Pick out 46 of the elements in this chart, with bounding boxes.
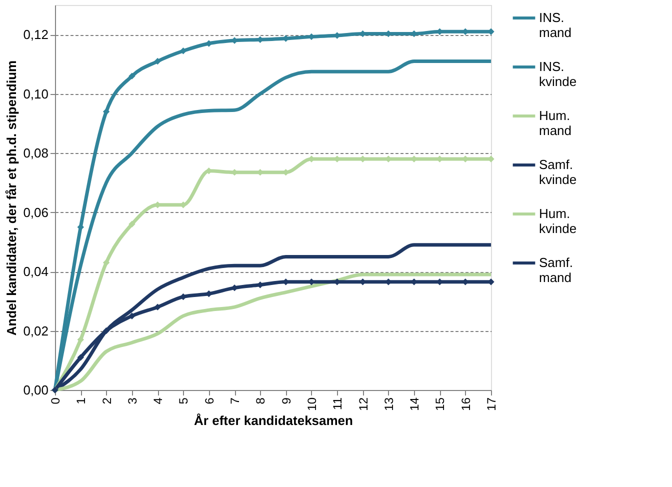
point [102, 259, 110, 266]
y-tick-label: 0,02 [23, 323, 48, 338]
x-tick-label: 11 [330, 397, 345, 410]
y-tick-label: 0,06 [23, 204, 48, 220]
y-tick-label: 0,04 [23, 264, 48, 280]
x-tick-label: 4 [151, 397, 166, 404]
point [77, 354, 84, 361]
x-tick-label: 17 [484, 397, 498, 411]
y-tick-label: 0,12 [23, 27, 48, 42]
x-tick-label: 16 [458, 397, 473, 411]
point [154, 304, 161, 310]
x-tick-label: 15 [433, 397, 448, 411]
x-tick-label: 13 [382, 397, 396, 411]
x-tick-label: 1 [74, 397, 88, 404]
x-tick-label: 9 [279, 397, 294, 404]
x-tick-label: 5 [176, 397, 191, 404]
y-axis-title: Andel kandidater, der får et ph.d. stipendium [4, 60, 20, 336]
legend-label: Hum. kvinde [539, 206, 577, 236]
point [102, 108, 110, 115]
point [77, 336, 84, 344]
x-axis-title: År efter kandidateksamen [194, 412, 354, 428]
point [180, 48, 187, 54]
y-tick-label: 0,08 [23, 146, 48, 161]
point [128, 220, 136, 228]
legend-label: Samf. kvinde [539, 157, 577, 187]
legend-label: Samf. mand [539, 255, 573, 285]
y-tick-label: 0,10 [23, 86, 48, 102]
point [231, 284, 238, 292]
point [206, 40, 212, 47]
x-tick-label: 3 [125, 397, 140, 404]
x-tick-label: 14 [408, 397, 422, 411]
point [128, 72, 136, 80]
legend-label: Hum. mand [539, 108, 572, 138]
y-tick-label: 0,00 [23, 382, 48, 398]
x-tick-label: 7 [228, 397, 242, 404]
x-tick-label: 12 [356, 397, 370, 411]
legend-label: INS. kvinde [539, 59, 577, 89]
legend-label: INS. mand [539, 10, 572, 40]
x-tick-label: 2 [100, 397, 114, 404]
point [102, 327, 110, 334]
x-tick-label: 8 [254, 397, 268, 404]
x-tick-label: 6 [202, 397, 216, 404]
point [128, 312, 136, 320]
x-tick-label: 0 [48, 397, 62, 404]
x-tick-label: 10 [304, 397, 319, 411]
point [154, 58, 161, 65]
